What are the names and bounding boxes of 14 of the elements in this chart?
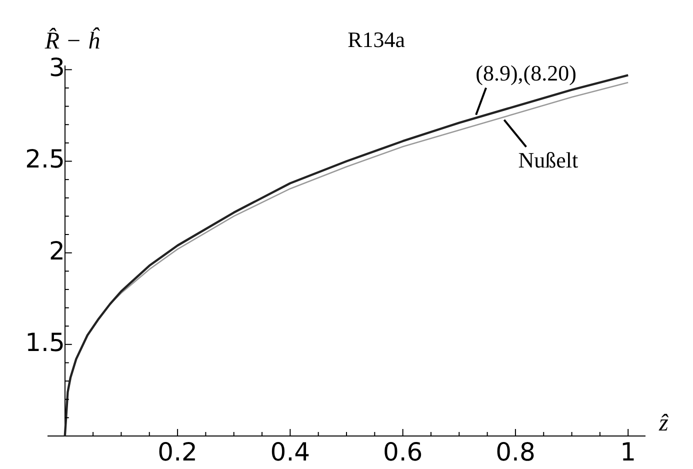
series-label: (8.9),(8.20) (476, 60, 576, 86)
y-tick-label: 3 (48, 53, 65, 82)
y-tick-label: 2 (48, 236, 65, 266)
series-label: Nußelt (518, 148, 578, 173)
x-tick-label: 0.4 (270, 438, 310, 466)
x-tick-label: 0.2 (158, 438, 198, 466)
x-axis-title: ẑ (658, 410, 669, 436)
y-axis-title: R̂ − ĥ (44, 26, 101, 54)
text: R134a (348, 26, 406, 52)
y-tick-label: 1.5 (25, 328, 65, 357)
x-tick-label: 0.6 (382, 438, 423, 466)
y-tick-label: 2.5 (25, 144, 65, 174)
x-tick-label: 0.8 (496, 438, 536, 466)
x-tick-label: 1 (620, 438, 636, 466)
